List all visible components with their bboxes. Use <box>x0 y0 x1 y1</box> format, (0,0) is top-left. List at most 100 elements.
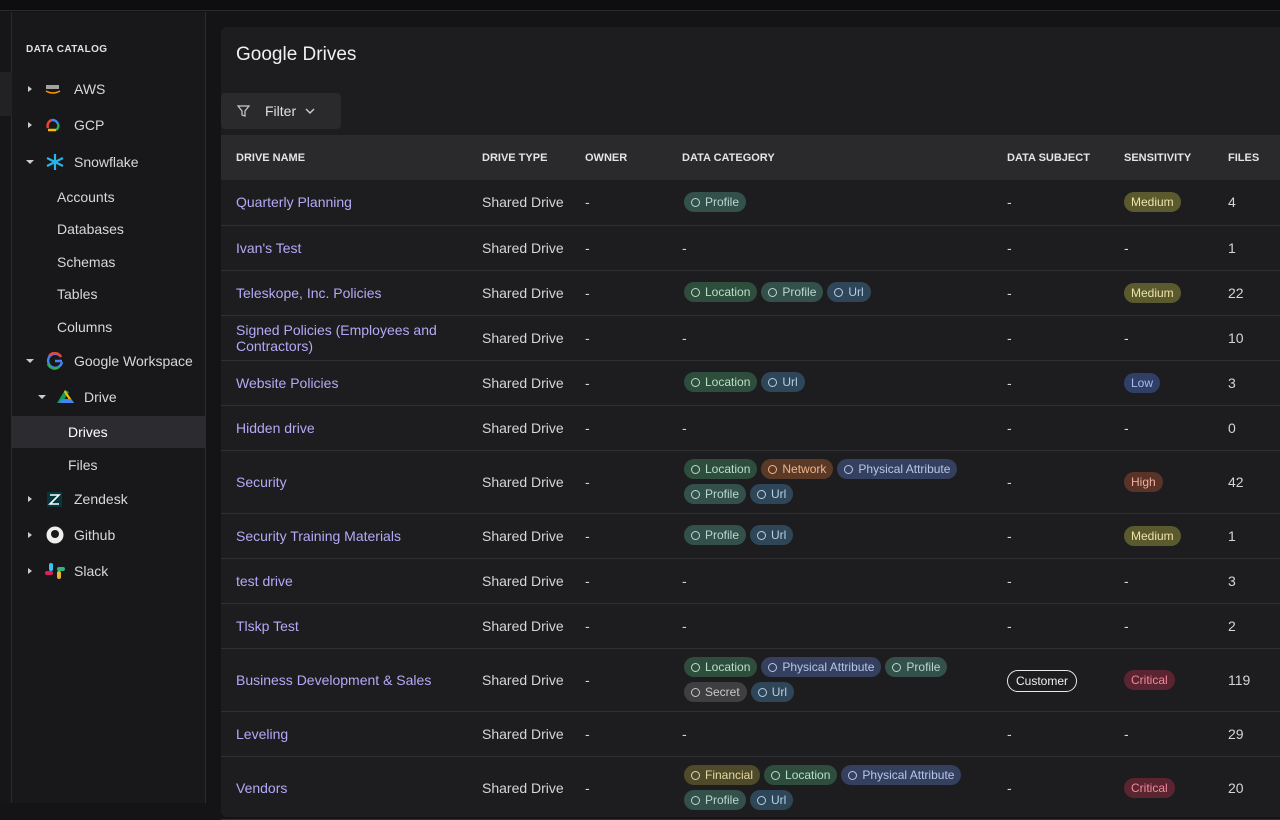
column-header: SENSITIVITY <box>1124 135 1228 180</box>
nav-item[interactable]: Databases <box>12 213 206 245</box>
category-tag: Physical Attribute <box>761 656 882 677</box>
file-count: 1 <box>1228 225 1280 271</box>
data-category: Financial Location Physical Attribute Profi… <box>682 756 1007 820</box>
table-row[interactable]: test drive Shared Drive - - - -3 <box>221 558 1280 604</box>
sensitivity-label: - <box>1124 617 1129 634</box>
drive-name[interactable]: Vendors <box>221 756 482 820</box>
tag-icon <box>757 489 767 499</box>
data-subject: - <box>1007 225 1124 271</box>
column-header: DATA SUBJECT <box>1007 135 1124 180</box>
table-row[interactable]: Ivan's Test Shared Drive - - - -1 <box>221 225 1280 271</box>
table-row[interactable]: Website Policies Shared Drive - Location Url… <box>221 360 1280 406</box>
table-row[interactable]: Hidden drive Shared Drive - - - -0 <box>221 405 1280 451</box>
subject-label: - <box>1007 194 1012 211</box>
nav-item[interactable]: Zendesk <box>12 483 206 515</box>
content-panel: Google Drives Filter DRIVE NAME DRIVE TYP… <box>221 27 1280 820</box>
file-count: 2 <box>1228 603 1280 649</box>
tag-icon <box>768 662 778 672</box>
filter-label: Filter <box>265 103 297 119</box>
filter-button[interactable]: Filter <box>221 93 341 129</box>
data-subject: - <box>1007 270 1124 316</box>
nav-item[interactable]: Columns <box>12 311 206 343</box>
drive-name[interactable]: Ivan's Test <box>221 225 482 271</box>
drive-name[interactable]: Signed Policies (Employees and Contracto… <box>221 315 482 361</box>
nav-item[interactable]: Drive <box>12 381 206 413</box>
category-tag: Network <box>761 458 834 479</box>
subject-label: - <box>1007 527 1012 544</box>
sensitivity: High <box>1124 450 1228 514</box>
nav-item[interactable]: Files <box>12 449 206 481</box>
table-row[interactable]: Teleskope, Inc. Policies Shared Drive - Loc… <box>221 270 1280 316</box>
nav-item[interactable]: GCP <box>12 109 206 141</box>
sensitivity-label: - <box>1124 572 1129 589</box>
tag-label: Location <box>785 767 831 782</box>
nav-item[interactable]: Slack <box>12 555 206 587</box>
drive-name[interactable]: Website Policies <box>221 360 482 406</box>
drive-name[interactable]: Leveling <box>221 711 482 757</box>
nav-label: Google Workspace <box>74 353 193 369</box>
tag-label: Financial <box>705 767 754 782</box>
nav-item[interactable]: Drives <box>12 416 206 448</box>
subject-label: - <box>1007 725 1012 742</box>
drive-name[interactable]: Security <box>221 450 482 514</box>
drive-name[interactable]: test drive <box>221 558 482 604</box>
file-count: 119 <box>1228 648 1280 712</box>
nav-label: Columns <box>57 319 113 335</box>
category-tag: Url <box>750 789 794 810</box>
tag-icon <box>691 795 700 805</box>
owner: - <box>585 756 682 820</box>
data-category: - <box>682 405 1007 451</box>
nav-item[interactable]: Accounts <box>12 181 206 213</box>
nav-item[interactable]: Snowflake <box>12 146 206 178</box>
data-category: - <box>682 711 1007 757</box>
nav-item[interactable]: Schemas <box>12 246 206 278</box>
nav-label: Drives <box>68 424 108 440</box>
subject-label: - <box>1007 572 1012 589</box>
tag-icon <box>768 378 778 387</box>
sensitivity: - <box>1124 603 1228 649</box>
data-category: Location Network Physical Attribute Profile… <box>682 450 1007 514</box>
sensitivity: - <box>1124 558 1228 604</box>
data-category: - <box>682 603 1007 649</box>
file-count: 20 <box>1228 756 1280 820</box>
drive-name[interactable]: Teleskope, Inc. Policies <box>221 270 482 316</box>
table-row[interactable]: Business Development & Sales Shared Drive… <box>221 648 1280 712</box>
table-row[interactable]: Security Shared Drive - Location Network Phys… <box>221 450 1280 514</box>
data-subject: - <box>1007 756 1124 820</box>
drive-type: Shared Drive <box>482 558 585 604</box>
data-category: Profile Url <box>682 513 1007 559</box>
drive-type: Shared Drive <box>482 315 585 361</box>
nav-item[interactable]: Tables <box>12 278 206 310</box>
nav-item[interactable]: Google Workspace <box>12 345 206 377</box>
nav-label: Tables <box>57 286 98 302</box>
tag-icon <box>757 795 767 805</box>
table-row[interactable]: Vendors Shared Drive - Financial Location Phy… <box>221 756 1280 820</box>
table-row[interactable]: Leveling Shared Drive - - - -29 <box>221 711 1280 757</box>
drive-type: Shared Drive <box>482 450 585 514</box>
file-count: 42 <box>1228 450 1280 514</box>
drive-name[interactable]: Quarterly Planning <box>221 180 482 226</box>
drive-type: Shared Drive <box>482 270 585 316</box>
owner: - <box>585 711 682 757</box>
drive-name[interactable]: Tlskp Test <box>221 603 482 649</box>
category-tag: Url <box>750 483 794 504</box>
drive-name[interactable]: Business Development & Sales <box>221 648 482 712</box>
table-row[interactable]: Quarterly Planning Shared Drive - Profile - M… <box>221 180 1280 226</box>
nav-item[interactable]: AWS <box>12 73 206 105</box>
table-row[interactable]: Security Training Materials Shared Drive -… <box>221 513 1280 559</box>
tag-label: Network <box>782 461 827 476</box>
sensitivity-label: - <box>1124 329 1129 346</box>
file-count: 4 <box>1228 180 1280 226</box>
owner: - <box>585 180 682 226</box>
drive-name[interactable]: Hidden drive <box>221 405 482 451</box>
table-row[interactable]: Signed Policies (Employees and Contracto… <box>221 315 1280 361</box>
drive-name[interactable]: Security Training Materials <box>221 513 482 559</box>
data-category: - <box>682 225 1007 271</box>
table-row[interactable]: Tlskp Test Shared Drive - - - -2 <box>221 603 1280 649</box>
subject-label: - <box>1007 419 1012 436</box>
tag-icon <box>768 288 778 297</box>
subject-label: - <box>1007 329 1012 346</box>
category-tag: Profile <box>885 656 948 677</box>
drive-type: Shared Drive <box>482 180 585 226</box>
nav-item[interactable]: Github <box>12 519 206 551</box>
